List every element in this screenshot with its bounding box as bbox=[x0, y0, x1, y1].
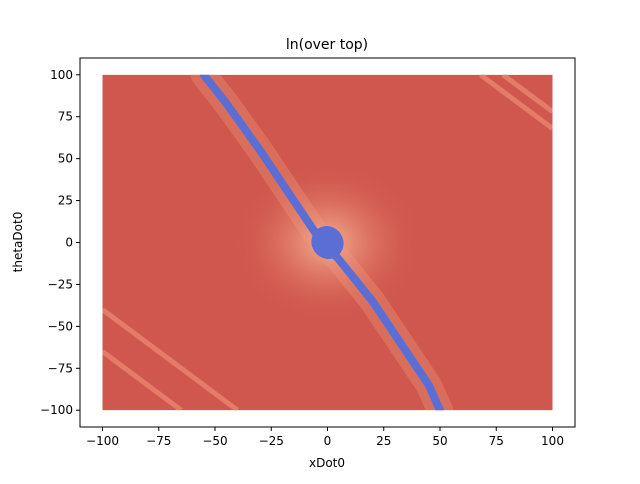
x-tick-label: 75 bbox=[489, 434, 504, 448]
x-tick-label: −75 bbox=[146, 434, 171, 448]
y-tick-label: 50 bbox=[58, 152, 73, 166]
x-tick-label: −25 bbox=[259, 434, 284, 448]
x-axis: −100 −75 −50 −25 0 25 50 75 100 bbox=[86, 427, 564, 448]
y-axis: −100 −75 −50 −25 0 25 50 75 100 bbox=[40, 68, 80, 417]
corner-stripe-0 bbox=[501, 74, 553, 114]
y-tick-label: 75 bbox=[58, 110, 73, 124]
y-tick-label: 0 bbox=[65, 236, 73, 250]
x-tick-label: 25 bbox=[376, 434, 391, 448]
plot-area bbox=[102, 74, 553, 411]
x-tick-label: 100 bbox=[541, 434, 564, 448]
y-tick-label: 100 bbox=[50, 68, 73, 82]
x-tick-label: 50 bbox=[432, 434, 447, 448]
y-tick-label: −25 bbox=[48, 277, 73, 291]
chart-title: ln(over top) bbox=[286, 37, 368, 53]
y-tick-label: 25 bbox=[58, 194, 73, 208]
heatmap-cells bbox=[102, 74, 553, 411]
corner-stripe-3 bbox=[102, 307, 239, 411]
center-blob bbox=[311, 226, 344, 259]
y-tick-label: −100 bbox=[40, 403, 73, 417]
x-tick-label: 0 bbox=[324, 434, 332, 448]
x-tick-label: −50 bbox=[202, 434, 227, 448]
y-tick-label: −75 bbox=[48, 361, 73, 375]
y-axis-label: thetaDot0 bbox=[11, 212, 25, 273]
x-tick-label: −100 bbox=[86, 434, 119, 448]
x-axis-label: xDot0 bbox=[309, 456, 345, 470]
y-tick-label: −50 bbox=[48, 319, 73, 333]
corner-stripe-1 bbox=[479, 74, 553, 131]
corner-stripe-2 bbox=[102, 349, 183, 411]
